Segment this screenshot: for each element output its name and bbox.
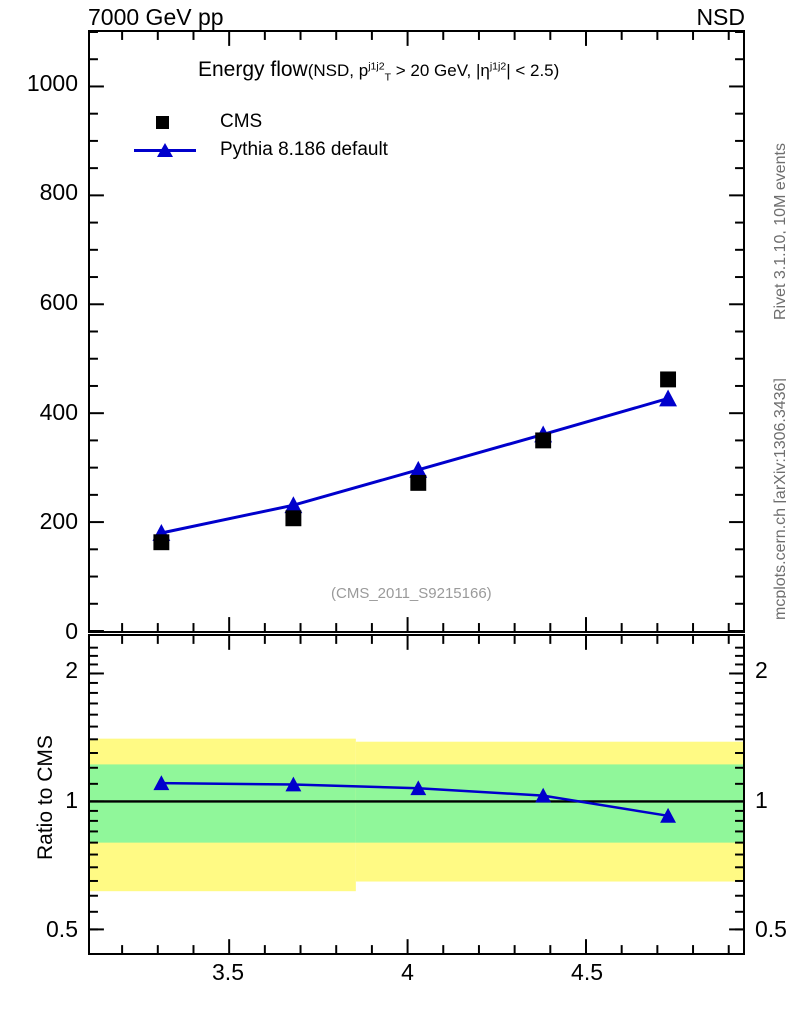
main-plot-canvas <box>90 32 743 631</box>
main-y-label: 0 <box>65 618 78 644</box>
legend-label-cms: CMS <box>220 111 263 132</box>
data-marker-square <box>410 474 427 491</box>
main-y-label: 200 <box>39 508 78 535</box>
x-axis-label: 4 <box>401 959 414 985</box>
ratio-band-inner-green <box>355 764 743 843</box>
beam-energy-label: 7000 GeV pp <box>88 4 224 30</box>
legend-label-pythia: Pythia 8.186 default <box>220 139 388 160</box>
plot-title-cond-open: (NSD, p <box>307 61 369 80</box>
data-marker-square <box>285 510 302 527</box>
ratio-marker-triangle <box>285 776 302 792</box>
mc-marker-triangle <box>659 389 678 407</box>
x-axis-label: 3.5 <box>212 959 244 985</box>
ratio-marker-triangle <box>410 780 427 796</box>
mc-marker-triangle <box>284 496 303 514</box>
ratio-marker-triangle <box>535 787 552 803</box>
process-label: NSD <box>696 4 745 30</box>
rivet-version-label: Rivet 3.1.10, 10M events <box>772 143 786 320</box>
mcplots-reference-label: mcplots.cern.ch [arXiv:1306.3436] <box>772 378 786 620</box>
plot-title-pt-sub: T <box>384 71 392 84</box>
analysis-id-watermark: (CMS_2011_S9215166) <box>331 585 492 602</box>
plot-title-main: Energy flow <box>198 58 308 81</box>
x-axis-label: 4.5 <box>571 959 604 985</box>
ratio-y-label-right: 2 <box>755 656 768 683</box>
ratio-y-label-right: 1 <box>755 786 768 813</box>
plot-title-cond-mid: > 20 GeV, |η <box>391 61 490 80</box>
mc-marker-triangle <box>409 460 428 478</box>
main-y-label: 1000 <box>26 69 78 96</box>
ratio-plot-panel <box>88 634 745 955</box>
data-marker-square <box>535 432 552 449</box>
ratio-y-label-left: 0.5 <box>46 916 78 943</box>
main-y-label: 600 <box>39 289 78 316</box>
ratio-y-label-left: 2 <box>65 656 78 683</box>
data-marker-square <box>660 371 677 388</box>
ratio-marker-triangle <box>153 775 170 791</box>
plot-title: Energy flow(NSD, pj1j2T > 20 GeV, |ηj1j2… <box>198 58 559 83</box>
legend-item-cms[interactable]: CMS <box>130 108 388 136</box>
legend: CMS Pythia 8.186 default <box>130 108 388 164</box>
main-plot-panel <box>88 30 745 633</box>
plot-title-pt-sup: j1j2 <box>368 60 385 73</box>
ratio-marker-triangle <box>660 807 677 823</box>
main-y-label: 400 <box>39 398 78 425</box>
ratio-plot-canvas <box>90 636 743 953</box>
legend-key-triangle-line <box>130 138 212 162</box>
legend-key-square <box>130 110 212 134</box>
main-y-label: 800 <box>39 179 78 206</box>
mc-curve <box>161 397 669 535</box>
legend-item-pythia[interactable]: Pythia 8.186 default <box>130 136 388 164</box>
data-marker-square <box>153 534 170 551</box>
ratio-y-label-right: 0.5 <box>755 916 786 943</box>
plot-title-eta-sup: j1j2 <box>489 60 507 73</box>
plot-title-cond-close: | < 2.5) <box>506 61 560 80</box>
ratio-band-inner-green <box>90 764 356 843</box>
ratio-axis-label: Ratio to CMS <box>34 735 57 860</box>
